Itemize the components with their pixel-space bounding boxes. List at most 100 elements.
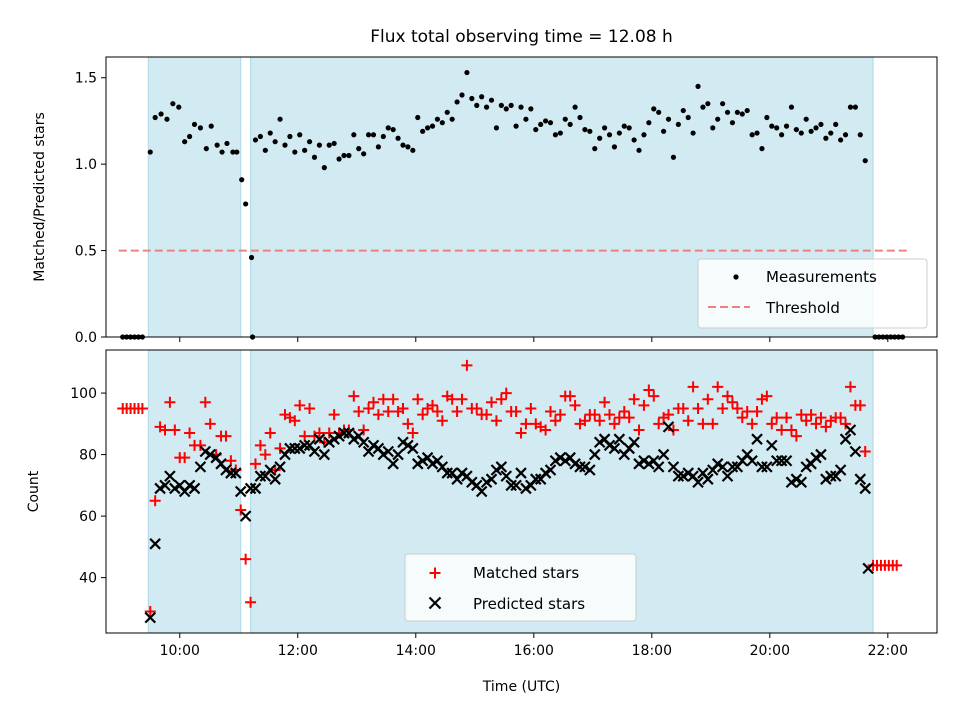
matched-star-point xyxy=(495,393,507,405)
matched-star-point xyxy=(712,381,724,393)
measurement-point xyxy=(508,102,514,108)
measurement-point xyxy=(739,111,745,117)
matched-star-point xyxy=(461,359,473,371)
predicted-star-point xyxy=(652,461,665,473)
measurement-point xyxy=(410,147,416,153)
y-tick-label: 60 xyxy=(79,509,97,525)
measurement-point xyxy=(395,135,401,141)
matched-star-point xyxy=(515,427,527,439)
predicted-star-point xyxy=(588,448,601,461)
measurement-point xyxy=(479,94,485,100)
x-tick-label: 14:00 xyxy=(396,643,436,659)
measurement-point xyxy=(533,126,539,133)
matched-star-point xyxy=(594,415,606,427)
predicted-star-point xyxy=(766,439,778,452)
measurement-point xyxy=(219,149,225,155)
measurement-point xyxy=(665,116,672,122)
measurement-point xyxy=(833,121,839,128)
measurement-point xyxy=(567,121,573,128)
top-panel: 0.0 0.5 1.0 1.5 Flux total observing time =… xyxy=(32,27,938,346)
measurement-point xyxy=(779,132,785,138)
matched-star-point xyxy=(677,402,689,414)
matched-star-point xyxy=(412,393,424,405)
predicted-star-point xyxy=(515,467,527,479)
matched-star-point xyxy=(579,415,591,427)
matched-star-point xyxy=(179,452,191,464)
observing-shaded-regions xyxy=(147,56,874,338)
measurement-point xyxy=(469,95,475,102)
predicted-star-point xyxy=(849,445,862,458)
measurement-point xyxy=(582,126,588,133)
predicted-star-point xyxy=(144,611,157,624)
matched-star-point xyxy=(800,415,812,427)
measurement-point xyxy=(577,114,583,121)
matched-star-point xyxy=(382,406,394,418)
measurement-point xyxy=(690,130,696,136)
matched-star-point xyxy=(766,418,778,430)
predicted-star-point xyxy=(746,454,758,467)
matched-star-point xyxy=(372,409,384,421)
legend-frame xyxy=(697,258,928,329)
matched-star-point xyxy=(377,393,389,405)
predicted-star-point xyxy=(628,436,640,449)
measurement-point xyxy=(641,132,647,138)
matched-star-point xyxy=(407,427,419,439)
matched-star-point xyxy=(426,399,438,411)
matched-star-point xyxy=(510,406,522,418)
matched-star-point xyxy=(726,396,738,408)
predicted-star-point xyxy=(775,454,788,467)
matched-star-point xyxy=(159,424,171,436)
matched-star-point xyxy=(387,393,399,405)
x-tick-label: 22:00 xyxy=(868,643,908,659)
matched-star-point xyxy=(810,418,822,430)
measurement-point xyxy=(390,126,396,133)
y-tick-label: 1.0 xyxy=(75,157,97,173)
measurement-point xyxy=(197,125,204,131)
measurement-point xyxy=(449,116,455,122)
matched-star-point xyxy=(431,406,443,418)
matched-star-point xyxy=(599,396,611,408)
measurement-point xyxy=(852,104,858,110)
matched-star-point xyxy=(854,399,866,411)
x-tick-label: 12:00 xyxy=(278,643,318,659)
predicted-star-point xyxy=(188,482,201,495)
predicted-star-point xyxy=(834,464,847,476)
predicted-star-point xyxy=(407,442,419,455)
predicted-star-point xyxy=(795,476,808,489)
measurement-point xyxy=(214,142,220,148)
predicted-star-point xyxy=(308,445,321,458)
measurement-point xyxy=(611,144,618,150)
predicted-star-point xyxy=(510,479,522,492)
measurement-point xyxy=(365,132,372,138)
predicted-star-point xyxy=(505,479,517,492)
matched-star-point xyxy=(667,424,679,436)
measurement-point xyxy=(685,114,691,121)
predicted-star-point xyxy=(357,436,370,449)
matched-star-point xyxy=(225,455,237,467)
matched-star-point xyxy=(790,430,802,442)
chart-title: Flux total observing time = 12.08 h xyxy=(370,27,673,47)
legend-label: Threshold xyxy=(765,299,840,317)
predicted-star-point xyxy=(289,442,301,455)
legend-measurement-marker xyxy=(733,274,739,280)
predicted-star-point xyxy=(854,473,867,485)
measurement-point xyxy=(651,106,657,112)
matched-star-point xyxy=(304,402,316,414)
measurement-point xyxy=(230,149,236,155)
measurement-point xyxy=(454,99,460,105)
measurement-point xyxy=(862,158,868,164)
measurement-point xyxy=(823,135,829,141)
matched-star-point xyxy=(844,381,856,393)
matched-star-point xyxy=(397,402,409,414)
measurement-point xyxy=(405,144,411,150)
legend-frame xyxy=(404,553,637,622)
matched-star-point xyxy=(682,415,694,427)
predicted-star-point xyxy=(495,461,508,473)
top-x-ticks xyxy=(179,337,889,342)
measurement-point xyxy=(803,116,809,122)
predicted-star-point xyxy=(149,538,161,550)
measurement-point xyxy=(705,101,711,107)
measurement-point xyxy=(695,83,701,89)
y-tick-label: 0.0 xyxy=(75,330,97,346)
